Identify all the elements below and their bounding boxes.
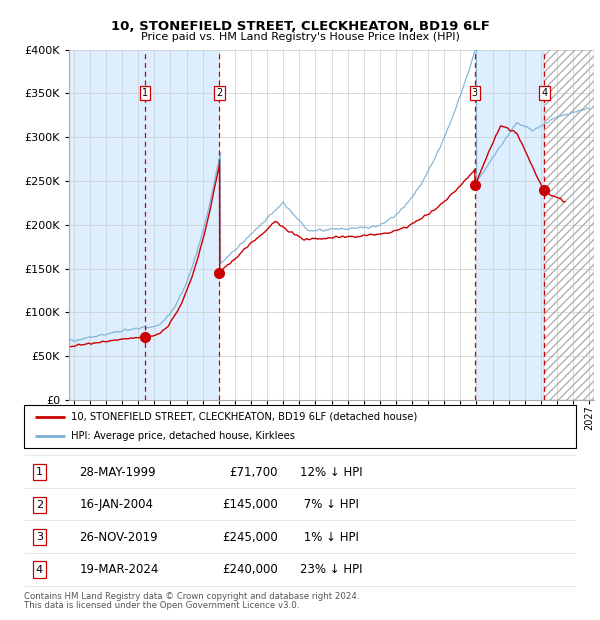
Bar	[544, 50, 594, 400]
Text: Price paid vs. HM Land Registry's House Price Index (HPI): Price paid vs. HM Land Registry's House …	[140, 32, 460, 42]
Text: 4: 4	[36, 565, 43, 575]
Text: 26-NOV-2019: 26-NOV-2019	[79, 531, 158, 544]
Text: 1: 1	[142, 87, 148, 98]
Text: 3: 3	[472, 87, 478, 98]
Text: This data is licensed under the Open Government Licence v3.0.: This data is licensed under the Open Gov…	[24, 601, 299, 611]
Bar	[145, 50, 220, 400]
Text: Contains HM Land Registry data © Crown copyright and database right 2024.: Contains HM Land Registry data © Crown c…	[24, 592, 359, 601]
Text: 19-MAR-2024: 19-MAR-2024	[79, 563, 158, 576]
Bar	[544, 50, 594, 400]
Text: 7% ↓ HPI: 7% ↓ HPI	[300, 498, 359, 511]
Text: 28-MAY-1999: 28-MAY-1999	[79, 466, 156, 479]
Text: 4: 4	[541, 87, 547, 98]
Text: £71,700: £71,700	[229, 466, 278, 479]
Text: 3: 3	[36, 532, 43, 542]
Text: 2: 2	[217, 87, 223, 98]
Text: 10, STONEFIELD STREET, CLECKHEATON, BD19 6LF (detached house): 10, STONEFIELD STREET, CLECKHEATON, BD19…	[71, 412, 417, 422]
FancyBboxPatch shape	[24, 405, 576, 448]
Text: 1: 1	[36, 467, 43, 477]
Text: 12% ↓ HPI: 12% ↓ HPI	[300, 466, 362, 479]
Text: 10, STONEFIELD STREET, CLECKHEATON, BD19 6LF: 10, STONEFIELD STREET, CLECKHEATON, BD19…	[110, 20, 490, 33]
Text: 1% ↓ HPI: 1% ↓ HPI	[300, 531, 359, 544]
Bar	[220, 50, 475, 400]
Bar	[69, 50, 145, 400]
Text: 2: 2	[36, 500, 43, 510]
Text: £145,000: £145,000	[222, 498, 278, 511]
Text: £245,000: £245,000	[222, 531, 278, 544]
Text: 16-JAN-2004: 16-JAN-2004	[79, 498, 153, 511]
Text: 23% ↓ HPI: 23% ↓ HPI	[300, 563, 362, 576]
Text: HPI: Average price, detached house, Kirklees: HPI: Average price, detached house, Kirk…	[71, 432, 295, 441]
Bar	[475, 50, 544, 400]
Text: £240,000: £240,000	[222, 563, 278, 576]
